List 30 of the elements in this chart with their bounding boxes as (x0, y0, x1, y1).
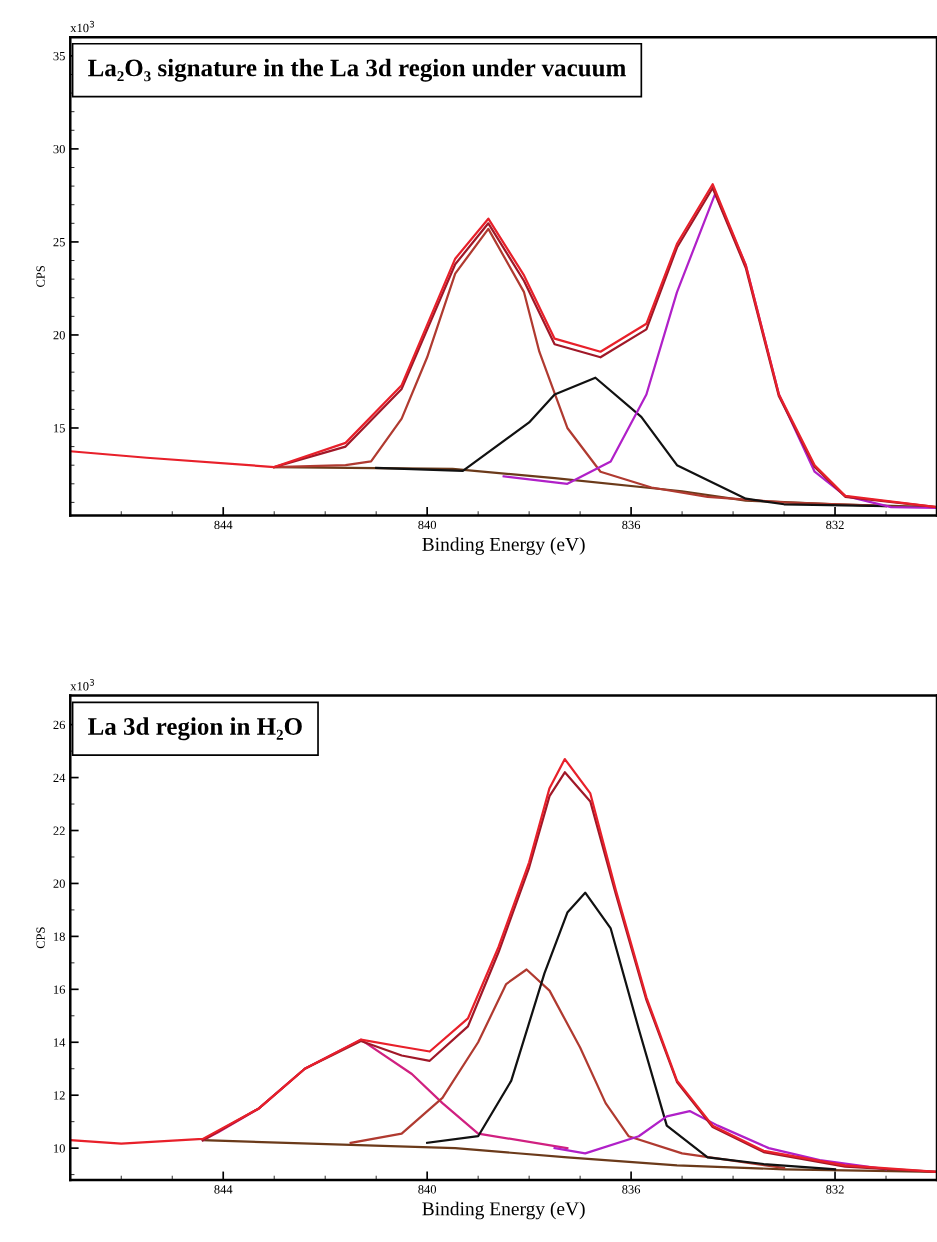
x-tick-label: 844 (214, 1185, 233, 1194)
y-tick-label: 26 (53, 720, 66, 730)
y-tick-label: 15 (54, 424, 65, 433)
text: x10$^{3}$ (70, 20, 95, 33)
y-tick-label: 24 (53, 773, 66, 782)
y-tick-label: 18 (54, 932, 65, 941)
x-axis-title: Binding Energy (eV) (422, 1201, 585, 1220)
x-tick-label: 836 (622, 520, 641, 530)
y-tick-label: 10 (54, 1144, 65, 1153)
y-tick-label: 35 (53, 51, 65, 61)
y-tick-label: 25 (53, 237, 65, 247)
y-axis-title: CPS (36, 927, 45, 949)
y-tick-label: 16 (54, 985, 66, 994)
y-tick-label: 14 (54, 1038, 66, 1047)
x-tick-label: 844 (214, 520, 233, 530)
x-axis-title: Binding Energy (eV) (422, 537, 585, 555)
text: La₂O₃ signature in the La 3d region under vacuum (88, 58, 626, 82)
y-tick-label: 22 (53, 826, 65, 835)
x-tick-label: 832 (826, 520, 844, 530)
x-tick-label: 832 (826, 1185, 844, 1194)
x-tick-label: 840 (418, 1185, 437, 1194)
y-axis-title: CPS (36, 266, 45, 287)
x-tick-label: 840 (418, 520, 437, 530)
y-tick-label: 12 (54, 1091, 65, 1100)
y-tick-label: 20 (53, 879, 65, 888)
y-tick-label: 20 (53, 330, 65, 340)
y-tick-label: 30 (53, 144, 65, 154)
x-tick-label: 836 (622, 1185, 641, 1194)
text: La 3d region in H₂O (88, 717, 302, 741)
text: x10$^{3}$ (70, 679, 95, 691)
